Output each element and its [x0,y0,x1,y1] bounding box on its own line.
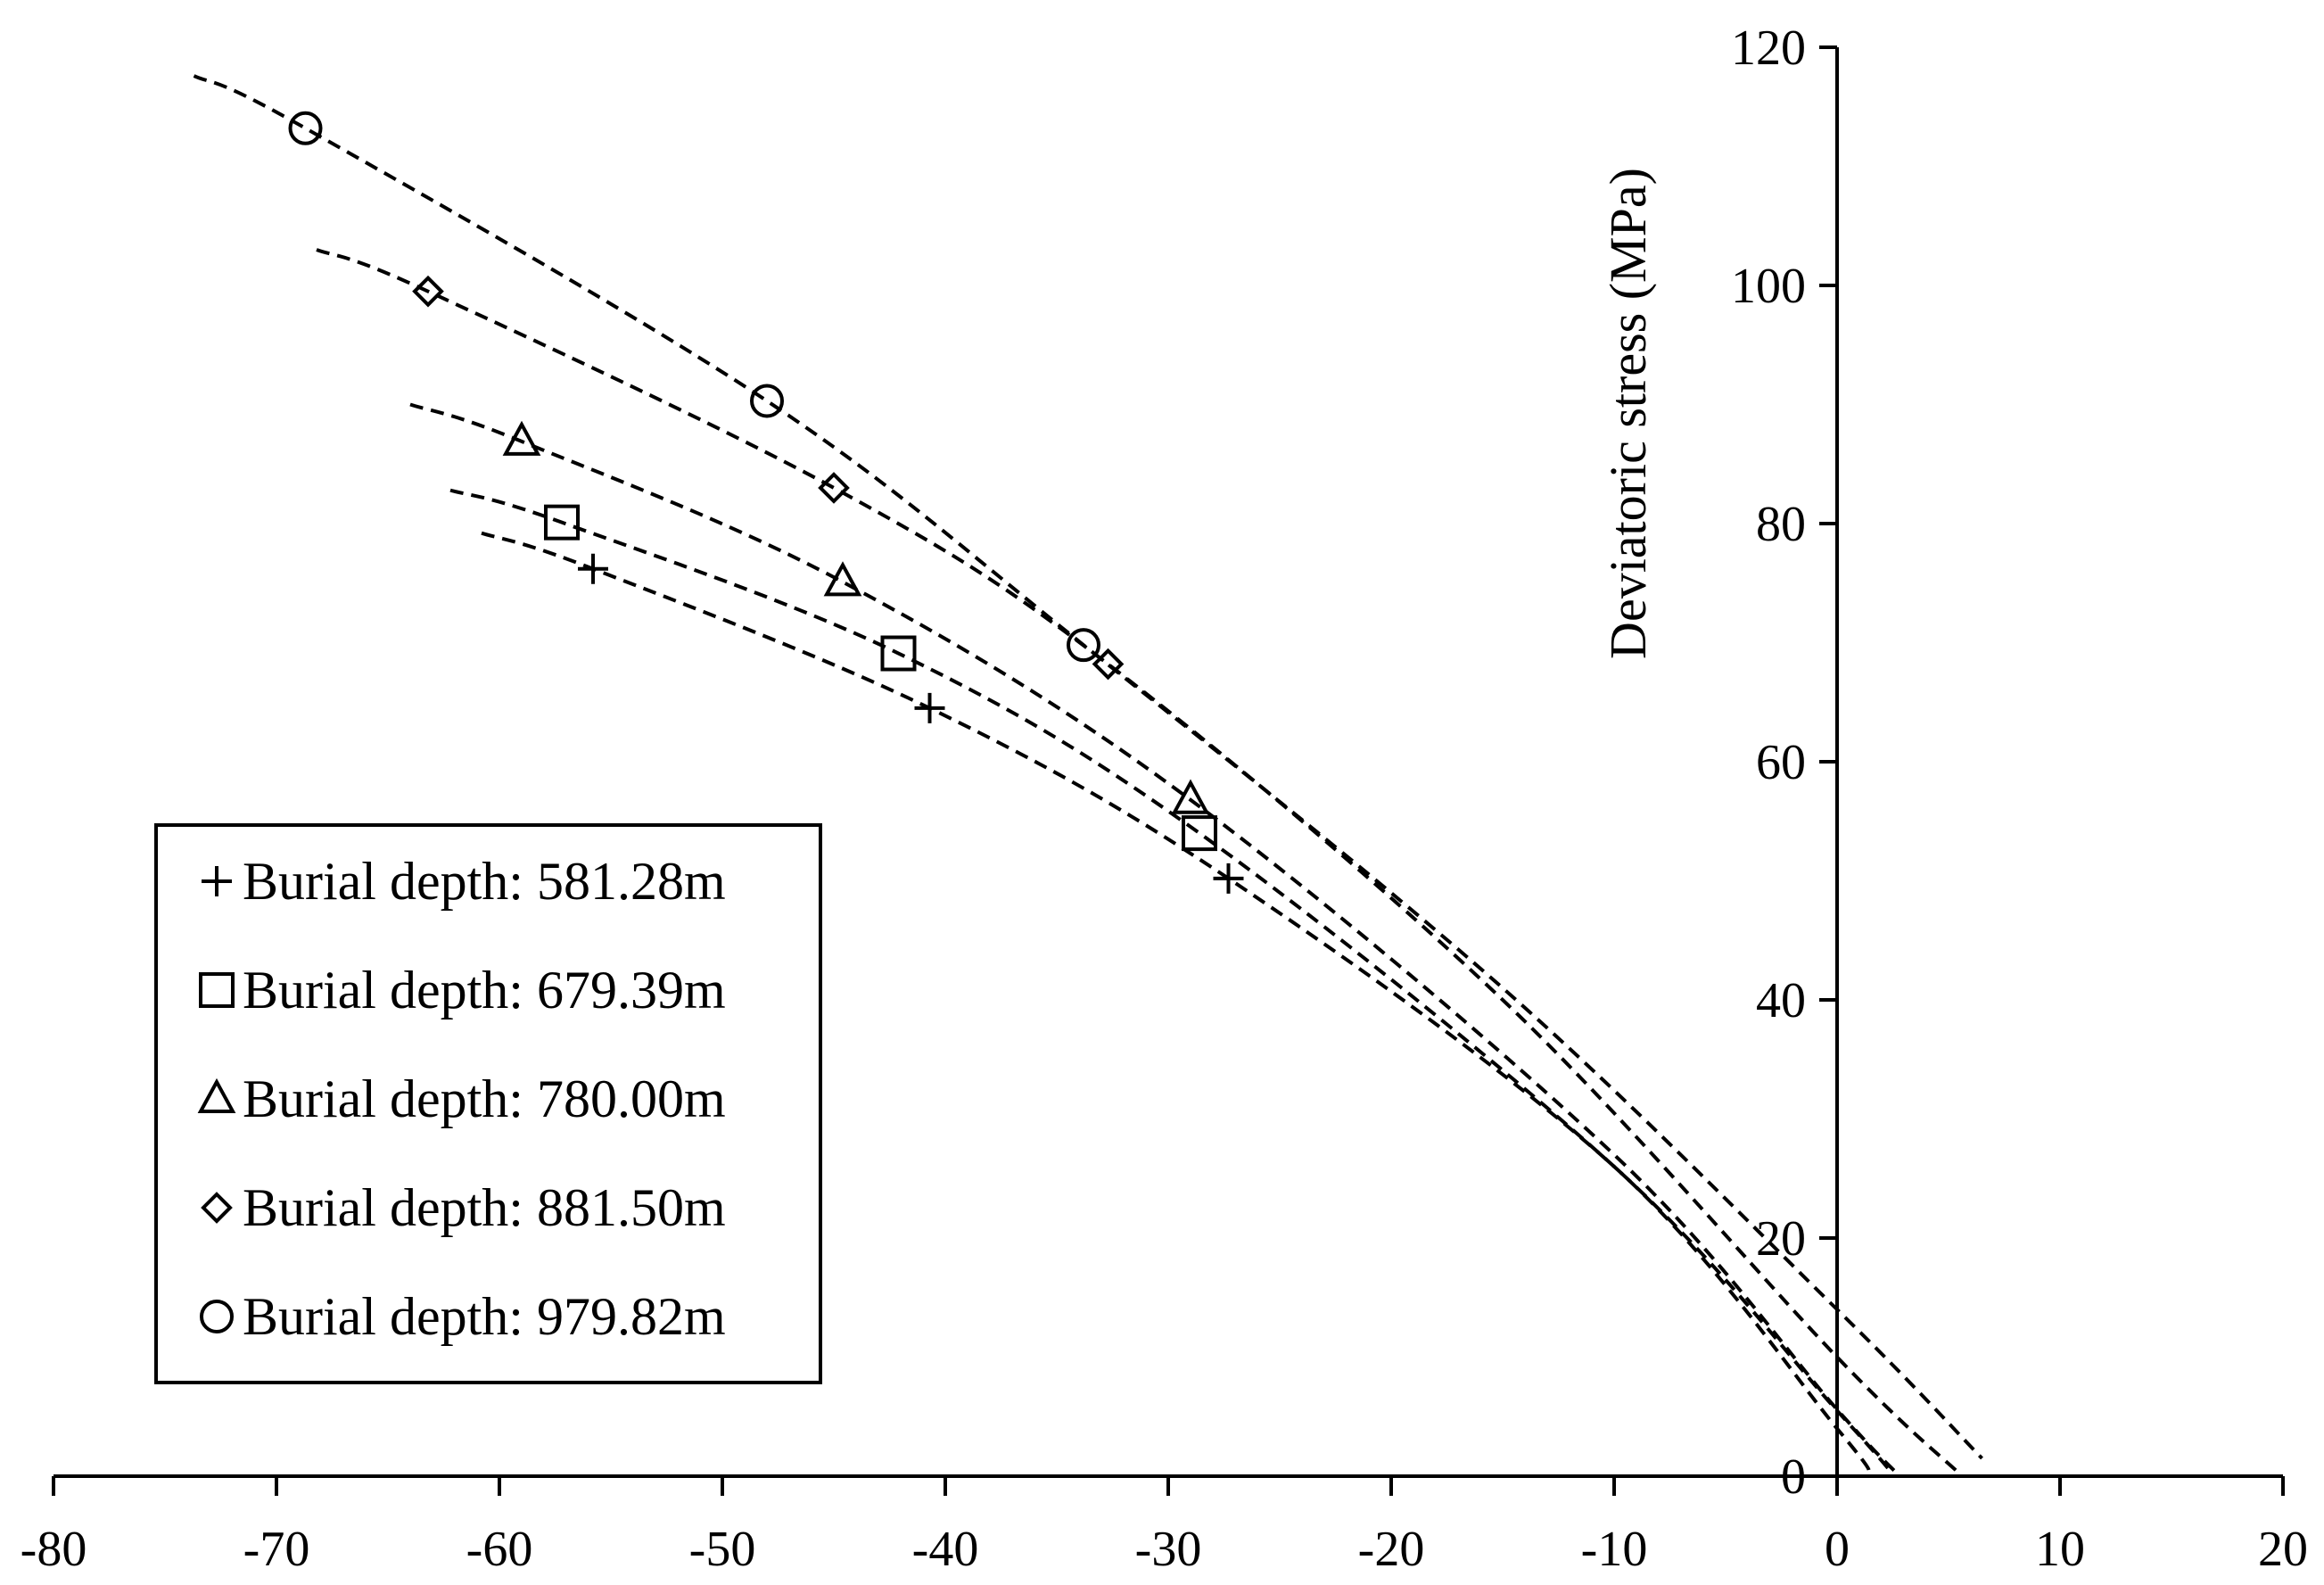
data-point-s2-1 [544,504,580,541]
y-axis-title: Deviatoric stress (MPa) [1599,168,1657,659]
y-tick-label: 120 [1731,21,1806,76]
legend-items: Burial depth: 581.28m Burial depth: 679.3… [197,852,726,1346]
x-tick-label: -50 [689,1522,756,1577]
y-tick-label: 60 [1756,735,1806,790]
legend-marker-square [199,972,235,1008]
legend-marker-diamond [201,1192,233,1224]
y-tick-label: 40 [1756,973,1806,1028]
x-tick-label: -40 [912,1522,979,1577]
legend: Burial depth: 581.28m Burial depth: 679.3… [154,823,822,1384]
legend-marker-triangle [197,1077,236,1113]
data-point-s3-2 [823,561,862,597]
legend-label: Burial depth: 979.82m [243,1287,726,1346]
data-point-s3-1 [502,420,541,456]
legend-box [154,823,822,1384]
trend-curve-5 [193,74,1983,1460]
data-point-s2-3 [1182,815,1217,852]
data-point-s5-2 [750,384,784,418]
x-tick-label: -30 [1135,1522,1202,1577]
x-tick-label: -70 [243,1522,310,1577]
legend-label: Burial depth: 780.00m [243,1069,726,1128]
data-point-s5-1 [288,111,323,145]
legend-label: Burial depth: 881.50m [243,1178,726,1237]
trend-curve-3 [409,402,1899,1475]
legend-marker-plus [202,866,232,896]
data-point-s1-1 [578,553,608,584]
x-tick-label: -20 [1358,1522,1425,1577]
x-tick-label: 20 [2258,1522,2308,1577]
x-tick-label: 10 [2035,1522,2085,1577]
y-axis-ticks: 0 20 40 60 80 100 120 [1731,21,1837,1505]
data-point-s2-2 [880,635,917,672]
x-tick-label: -80 [21,1522,87,1577]
x-tick-label: 0 [1825,1522,1850,1577]
data-markers [288,111,1244,894]
data-point-s3-3 [1171,779,1210,814]
y-tick-label: 20 [1756,1211,1806,1267]
y-tick-label: 80 [1756,497,1806,552]
x-axis-ticks: -80 -70 -60 -50 -40 -30 -20 -10 0 10 20 [21,1476,2308,1577]
data-point-s1-3 [1213,863,1244,894]
data-point-s5-3 [1067,628,1100,663]
legend-label: Burial depth: 679.39m [243,961,726,1020]
data-point-s1-2 [914,692,945,723]
y-tick-label: 100 [1731,259,1806,314]
legend-label: Burial depth: 581.28m [243,852,726,911]
legend-marker-circle [200,1300,234,1333]
data-point-s4-2 [818,472,850,504]
x-tick-label: -10 [1581,1522,1648,1577]
data-point-s4-1 [412,275,444,308]
data-point-s4-3 [1092,648,1125,681]
x-tick-label: -60 [466,1522,533,1577]
y-tick-label: 0 [1781,1449,1806,1505]
